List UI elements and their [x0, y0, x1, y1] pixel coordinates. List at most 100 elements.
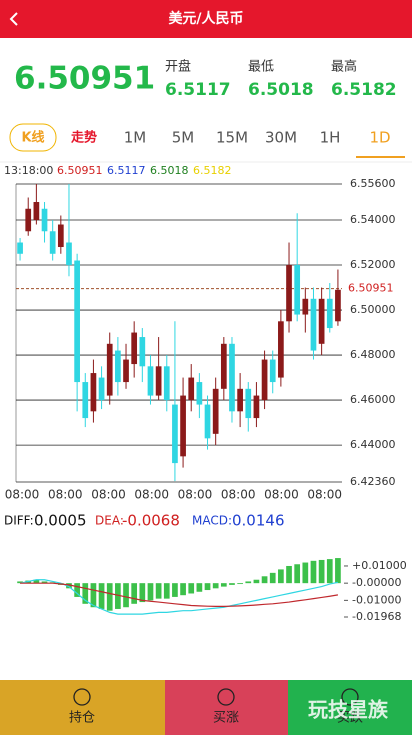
y-tick-label: 6.42360: [350, 475, 396, 488]
candle-body: [261, 359, 268, 401]
x-tick-label: 08:00: [307, 488, 342, 502]
tab[interactable]: 1M: [124, 129, 147, 147]
macd-bar: [41, 581, 48, 584]
high-label: 最高: [331, 59, 357, 75]
watermark: 玩技星族: [308, 698, 389, 722]
macd-bar: [188, 583, 195, 594]
candle-body: [278, 321, 284, 378]
candle-body: [220, 343, 227, 389]
button-label[interactable]: 买涨: [213, 711, 239, 726]
macd-bar: [115, 583, 121, 609]
candle-body: [115, 350, 121, 383]
diff-label: DIFF:: [4, 514, 34, 528]
low-value: 6.5018: [248, 80, 314, 100]
button-label[interactable]: 买跌: [337, 710, 363, 726]
candle-body: [302, 298, 309, 315]
candle-body: [269, 359, 276, 383]
candle-body: [204, 404, 211, 439]
x-tick-label: 08:00: [5, 488, 40, 502]
tab[interactable]: 15M: [216, 129, 248, 147]
low-label: 最低: [248, 60, 274, 75]
info-low: 6.5018: [150, 164, 189, 177]
macd-bar: [212, 583, 219, 589]
dea-label: DEA:: [95, 514, 124, 528]
x-tick-label: 08:00: [178, 488, 213, 502]
candle-body: [17, 242, 23, 254]
macd-bar: [310, 560, 317, 584]
macd-bar: [335, 558, 341, 584]
y-tick-label: -0.01968: [352, 610, 401, 623]
macd-bar: [17, 581, 23, 584]
x-tick-label: 08:00: [264, 488, 299, 502]
last-price-label: 6.50951: [348, 282, 394, 295]
y-tick-label: -0.00000: [352, 576, 401, 589]
header-title: 美元/人民币: [168, 10, 243, 27]
button-label[interactable]: 持仓: [69, 711, 95, 726]
candle-body: [172, 404, 178, 464]
x-tick-label: 08:00: [134, 488, 169, 502]
macd-bar: [302, 562, 309, 584]
macd-bar: [245, 581, 252, 584]
macd-bar: [253, 579, 260, 584]
macd-bar: [196, 583, 203, 592]
x-tick-label: 08:00: [221, 488, 256, 502]
candle-body: [131, 332, 138, 365]
macd-bar: [261, 576, 268, 584]
candle-body: [74, 260, 80, 383]
candle-body: [57, 224, 64, 248]
tab[interactable]: 1D: [369, 129, 390, 147]
macd-label: MACD:: [192, 514, 232, 528]
candle-body: [180, 395, 186, 457]
macd-bar: [123, 583, 129, 608]
macd-bar: [237, 583, 243, 585]
header-bar: [0, 0, 412, 38]
candle-body: [335, 289, 341, 322]
candle-body: [98, 377, 105, 401]
hold-icon: [73, 688, 91, 706]
candle-body: [147, 366, 154, 396]
tab[interactable]: 30M: [265, 129, 297, 147]
tab-pill: [9, 123, 57, 152]
macd-value: 0.0146: [232, 512, 285, 530]
candle-body: [49, 231, 56, 254]
y-tick-label: -0.01000: [352, 593, 401, 606]
buy-up-button[interactable]: [165, 680, 288, 735]
candle-body: [245, 388, 252, 419]
info-open: 6.5117: [107, 164, 146, 177]
candle-body: [25, 208, 32, 232]
dea-line: [20, 582, 339, 607]
info-time: 13:18:00: [4, 164, 53, 177]
candle-body: [33, 202, 40, 221]
candle-body: [229, 343, 235, 412]
open-value: 6.5117: [165, 80, 231, 100]
tab[interactable]: K线: [21, 130, 44, 146]
macd-bar: [220, 583, 227, 587]
y-tick-label: 6.46000: [350, 393, 396, 406]
candle-body: [286, 265, 292, 322]
info-price: 6.50951: [57, 164, 103, 177]
y-tick-label: 6.50000: [350, 303, 396, 316]
y-tick-label: +0.01000: [352, 559, 407, 572]
macd-bar: [286, 565, 292, 584]
y-tick-label: 6.48000: [350, 348, 396, 361]
candle-body: [123, 359, 129, 383]
macd-bar: [172, 583, 178, 597]
hold-button[interactable]: [0, 680, 165, 735]
macd-bar: [229, 583, 235, 585]
candle-body: [106, 343, 113, 396]
back-button[interactable]: [9, 12, 18, 26]
x-tick-label: 08:00: [91, 488, 126, 502]
x-tick-label: 08:00: [48, 488, 83, 502]
y-tick-label: 6.44000: [350, 438, 396, 451]
tab[interactable]: 1H: [320, 129, 341, 147]
candle-body: [196, 382, 203, 405]
tab[interactable]: 走势: [71, 130, 97, 146]
dea-value: -0.0068: [122, 512, 180, 530]
tab[interactable]: 5M: [172, 129, 195, 147]
y-tick-label: 6.54000: [350, 213, 396, 226]
macd-bar: [155, 583, 162, 599]
candle-body: [139, 337, 146, 367]
macd-bar: [106, 583, 113, 611]
